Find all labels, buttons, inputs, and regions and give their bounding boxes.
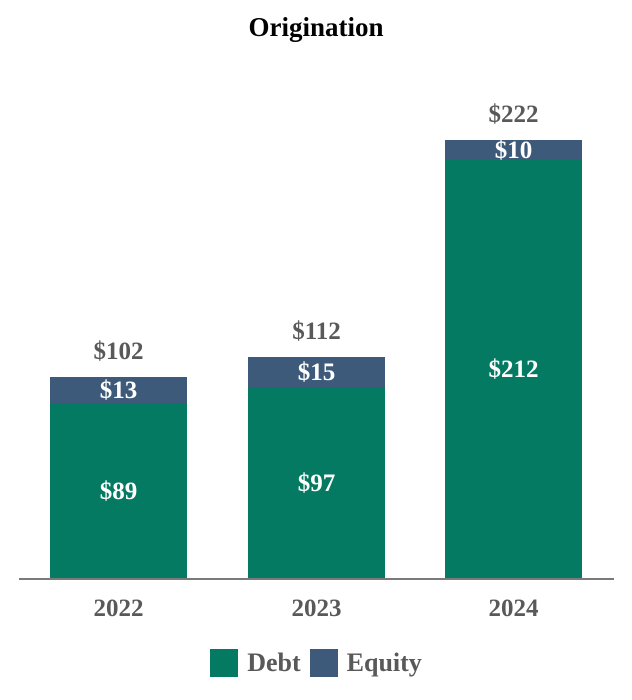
x-tick-2024: 2024	[488, 595, 539, 622]
debt-segment: $89	[50, 403, 187, 579]
equity-segment: $13	[50, 377, 187, 403]
total-label-2022: $102	[93, 338, 144, 365]
legend-label-equity: Equity	[346, 648, 422, 677]
debt-value-label: $212	[488, 356, 539, 383]
legend-label-debt: Debt	[247, 648, 301, 677]
total-label-2023: $112	[292, 318, 341, 345]
bar-2023: $112 $15 $97	[248, 319, 385, 579]
debt-value-label: $97	[297, 469, 336, 497]
equity-segment: $10	[445, 136, 582, 164]
legend: Debt Equity	[0, 649, 632, 677]
x-tick-2022: 2022	[93, 595, 144, 622]
total-label-2024: $222	[488, 101, 539, 128]
equity-value-label: $10	[494, 136, 533, 164]
x-axis-line	[19, 578, 614, 580]
debt-segment: $212	[445, 160, 582, 579]
equity-value-label: $15	[297, 358, 336, 386]
chart-title: Origination	[248, 12, 384, 42]
legend-swatch-debt	[210, 649, 239, 677]
x-tick-2023: 2023	[291, 595, 342, 622]
bar-2022: $102 $13 $89	[50, 339, 187, 579]
legend-swatch-equity	[309, 649, 338, 677]
equity-value-label: $13	[99, 376, 138, 404]
debt-value-label: $89	[99, 477, 138, 505]
equity-segment: $15	[248, 357, 385, 387]
bar-2024: $222 $10 $212	[445, 102, 582, 579]
plot-area: $102 $13 $89 $112 $15 $97 $222 $10 $212	[50, 102, 582, 579]
debt-segment: $97	[248, 387, 385, 579]
